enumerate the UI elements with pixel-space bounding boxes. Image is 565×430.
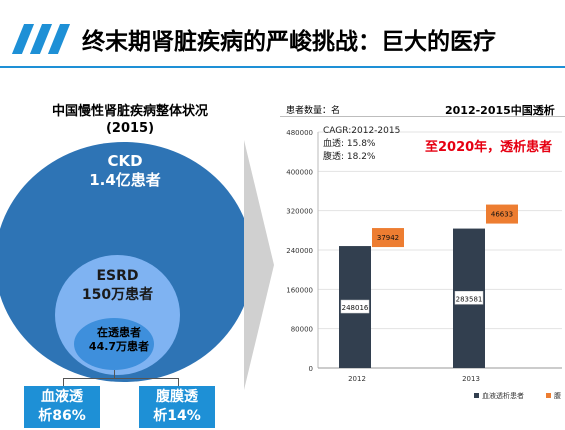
dialysis-name: 在透患者	[97, 326, 141, 339]
esrd-name: ESRD	[96, 268, 139, 284]
legend-swatch	[474, 393, 479, 398]
hemodialysis-share-box: 血液透 析86%	[24, 386, 100, 428]
peritoneal-value-label: 37942	[377, 234, 399, 242]
y-tick-label: 160000	[286, 286, 313, 294]
chart-y-axis-label: 患者数量：名	[286, 106, 341, 116]
chart-title-divider	[280, 116, 565, 117]
cagr-note-line2: 血透: 15.8%	[323, 139, 376, 149]
title-accent-slash	[47, 24, 71, 54]
cagr-note-line1: CAGR:2012-2015	[323, 126, 401, 136]
peritoneal-bar	[372, 228, 404, 248]
ckd-overview-heading-year: (2015)	[105, 121, 155, 136]
peritoneal-box-line2: 析14%	[153, 408, 201, 424]
y-tick-label: 480000	[286, 129, 313, 137]
peritoneal-share-box: 腹膜透 析14%	[139, 386, 215, 428]
tree-connector	[63, 378, 179, 379]
x-tick-label: 2013	[462, 375, 480, 383]
ckd-label: CKD 1.4亿患者	[40, 152, 210, 190]
dialysis-patients-chart: 0 80000 160000 240000 320000 400000 480000 2480…	[286, 129, 562, 400]
peritoneal-box-line1: 腹膜透	[156, 389, 198, 405]
y-tick-label: 320000	[286, 208, 313, 216]
ckd-overview-heading-line1: 中国慢性肾脏疾病整体状况	[51, 104, 208, 119]
ckd-name: CKD	[107, 152, 143, 170]
hemodialysis-value-box	[454, 291, 484, 305]
cagr-note: CAGR:2012-2015 血透: 15.8% 腹透: 18.2%	[323, 125, 400, 164]
dialysis-label: 在透患者 44.7万患者	[74, 326, 164, 354]
y-tick-label: 0	[309, 365, 313, 373]
hemodialysis-value-label: 283581	[456, 295, 483, 303]
cagr-note-line3: 腹透: 18.2%	[323, 152, 376, 162]
peritoneal-value-label: 46633	[491, 211, 513, 219]
legend-label: 血液透析患者	[482, 391, 524, 400]
hemodialysis-value-box	[340, 299, 370, 314]
y-tick-label: 400000	[286, 168, 313, 176]
ckd-count: 1.4亿患者	[89, 171, 161, 189]
tree-connector	[63, 378, 64, 386]
esrd-count: 150万患者	[81, 287, 154, 303]
hemodialysis-box-line1: 血液透	[41, 389, 83, 405]
ckd-overview-heading: 中国慢性肾脏疾病整体状况 (2015)	[20, 103, 240, 137]
peritoneal-bar	[486, 204, 518, 224]
slide-title: 终末期肾脏疾病的严峻挑战：巨大的医疗	[82, 29, 496, 55]
legend-swatch	[546, 393, 551, 398]
title-divider	[0, 66, 565, 68]
y-tick-label: 240000	[286, 247, 313, 255]
forecast-callout: 至2020年，透析患者	[425, 140, 553, 155]
y-tick-label: 80000	[291, 326, 313, 334]
tree-connector	[114, 370, 115, 378]
x-tick-label: 2012	[348, 375, 366, 383]
legend-label: 腹	[554, 391, 561, 400]
dialysis-circle	[74, 318, 154, 370]
title-bar: 终末期肾脏疾病的严峻挑战：巨大的医疗	[0, 0, 565, 80]
hemodialysis-value-label: 248016	[342, 304, 369, 312]
tree-connector	[178, 378, 179, 386]
hemodialysis-box-line2: 析86%	[38, 408, 86, 424]
esrd-label: ESRD 150万患者	[55, 267, 180, 305]
dialysis-count: 44.7万患者	[88, 340, 150, 353]
chart-title: 2012-2015中国透析	[445, 104, 555, 117]
chevron-right-icon	[244, 140, 274, 390]
